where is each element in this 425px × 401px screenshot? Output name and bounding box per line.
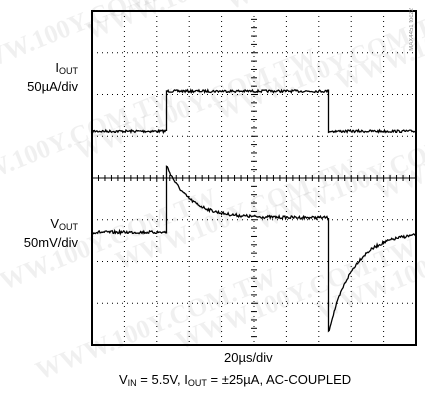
traces [91,88,417,333]
iout-trace [91,88,417,135]
vout-trace [91,165,416,333]
timebase-label: 20µs/div [224,350,273,365]
ch2-scale: 50mV/div [23,235,78,250]
ch1-label: IOUT 50µA/div [14,60,78,94]
test-conditions: VIN = 5.5V, IOUT = ±25µA, AC-COUPLED [119,372,352,388]
ch2-label: VOUT 50mV/div [14,216,78,250]
figure-code: MAX4451 toc22 [409,8,415,51]
grid [91,10,417,346]
plot-frame [91,10,417,346]
ch1-scale: 50µA/div [27,79,78,94]
